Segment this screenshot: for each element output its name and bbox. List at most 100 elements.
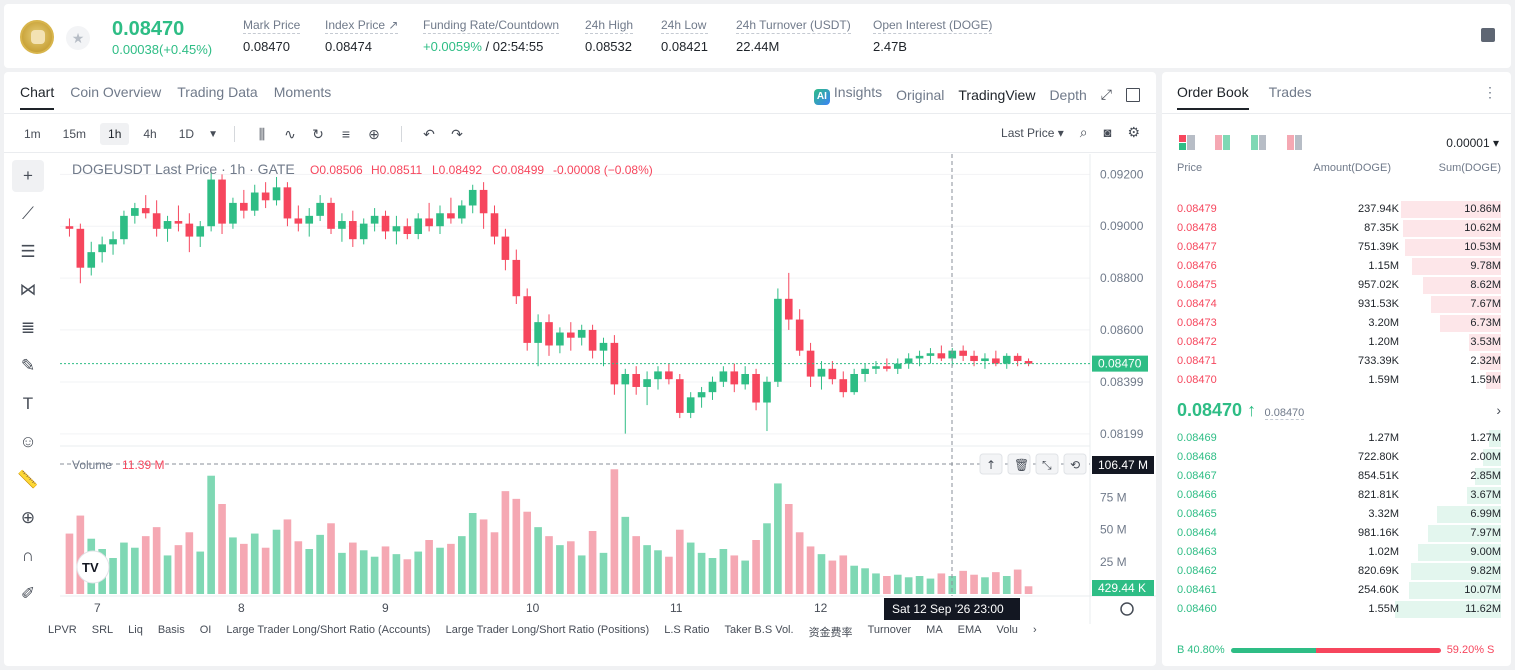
bid-row[interactable]: 0.08469 1.27M 1.27M	[1162, 429, 1511, 448]
indicator-liq[interactable]: Liq	[128, 624, 143, 636]
crosshair-action-icon: ⤡	[1042, 458, 1052, 472]
candlestick-chart[interactable]: 0.09200 0.09000 0.08800 0.08600 0.08399 0.081…	[60, 154, 1156, 624]
tab-original[interactable]: Original	[896, 86, 945, 103]
orderbook-sum: 7.97M	[1470, 527, 1501, 539]
indicator-volume[interactable]: Volu	[996, 624, 1018, 636]
emoji-tool-icon[interactable]: ☺	[19, 432, 37, 451]
stat-label[interactable]: Mark Price	[243, 18, 301, 34]
indicator-srl[interactable]: SRL	[91, 624, 114, 636]
bid-row[interactable]: 0.08463 1.02M 9.00M	[1162, 543, 1511, 562]
tab-trading-data[interactable]: Trading Data	[177, 84, 258, 100]
search-icon[interactable]: ⌕	[1079, 124, 1088, 140]
indicator-ls-ratio[interactable]: L.S Ratio	[664, 624, 710, 636]
orderbook-price: 0.08473	[1177, 317, 1217, 329]
tab-depth[interactable]: Depth	[1049, 86, 1087, 103]
indicator-lt-positions[interactable]: Large Trader Long/Short Ratio (Positions…	[445, 624, 650, 636]
stat-label[interactable]: Index Price ↗	[325, 18, 399, 34]
indicator-oi[interactable]: OI	[199, 624, 212, 636]
tab-trades[interactable]: Trades	[1268, 84, 1312, 100]
ask-row[interactable]: 0.08478 87.35K 10.62M	[1162, 219, 1511, 238]
brush-tool-icon[interactable]: ✎	[20, 356, 36, 375]
view-asks-icon[interactable]	[1287, 135, 1303, 151]
timeframe-15m[interactable]: 15m	[62, 127, 87, 141]
ask-row[interactable]: 0.08479 237.94K 10.86M	[1162, 200, 1511, 219]
zoom-in-tool-icon[interactable]: ⊕	[20, 508, 36, 527]
ask-row[interactable]: 0.08476 1.15M 9.78M	[1162, 257, 1511, 276]
tab-moments[interactable]: Moments	[273, 84, 332, 100]
mid-price-row[interactable]: 0.08470 ↑ 0.08470 ›	[1177, 400, 1501, 422]
stat-label[interactable]: Open Interest (DOGE)	[873, 18, 993, 34]
undo-icon[interactable]: ↶	[423, 125, 435, 142]
ask-row[interactable]: 0.08477 751.39K 10.53M	[1162, 238, 1511, 257]
redo-icon[interactable]: ↷	[451, 125, 463, 142]
ask-row[interactable]: 0.08472 1.20M 3.53M	[1162, 333, 1511, 352]
templates-icon[interactable]: ≡	[341, 126, 351, 142]
tab-coin-overview[interactable]: Coin Overview	[70, 84, 162, 100]
ask-row[interactable]: 0.08471 733.39K 2.32M	[1162, 352, 1511, 371]
price-type-select[interactable]: Last Price ▾	[1001, 125, 1064, 140]
pattern-tool-icon[interactable]: ⋈	[19, 280, 37, 299]
bid-row[interactable]: 0.08466 821.81K 3.67M	[1162, 486, 1511, 505]
indicator-funding-rate[interactable]: 资金费率	[808, 627, 853, 639]
indicator-lt-accounts[interactable]: Large Trader Long/Short Ratio (Accounts)	[226, 624, 431, 636]
bid-row[interactable]: 0.08461 254.60K 10.07M	[1162, 581, 1511, 600]
candle-body	[316, 202, 324, 216]
bid-row[interactable]: 0.08464 981.16K 7.97M	[1162, 524, 1511, 543]
volume-value: 11.39 M	[122, 458, 164, 472]
guide-book-icon[interactable]	[1481, 28, 1495, 42]
crosshair-tool-icon[interactable]: +	[12, 160, 44, 192]
indicator-ma[interactable]: MA	[926, 624, 943, 636]
indicator-turnover[interactable]: Turnover	[867, 624, 912, 636]
window-toggle-icon[interactable]	[1126, 87, 1140, 102]
expand-icon[interactable]: ⤢	[1100, 86, 1112, 102]
bid-row[interactable]: 0.08467 854.51K 2.85M	[1162, 467, 1511, 486]
tab-chart[interactable]: Chart	[20, 84, 55, 110]
tab-order-book[interactable]: Order Book	[1177, 84, 1249, 110]
tab-tradingview[interactable]: TradingView	[958, 86, 1036, 103]
bid-row[interactable]: 0.08460 1.55M 11.62M	[1162, 600, 1511, 619]
chart-view-tabs: AI Insights Original TradingView Depth ⤢	[813, 84, 1140, 105]
trend-line-tool-icon[interactable]: ⟋	[22, 204, 34, 223]
tab-insights[interactable]: AI Insights	[813, 84, 882, 105]
ask-row[interactable]: 0.08470 1.59M 1.59M	[1162, 371, 1511, 390]
pencil-tool-icon[interactable]: ✐	[20, 584, 36, 603]
view-asks-bids-icon[interactable]	[1215, 135, 1231, 151]
bid-row[interactable]: 0.08468 722.80K 2.00M	[1162, 448, 1511, 467]
ruler-tool-icon[interactable]: 📏	[17, 470, 39, 489]
ask-row[interactable]: 0.08474 931.53K 7.67M	[1162, 295, 1511, 314]
chevron-right-icon[interactable]: ›	[1032, 624, 1037, 636]
ask-row[interactable]: 0.08475 957.02K 8.62M	[1162, 276, 1511, 295]
replay-icon[interactable]: ↻	[312, 125, 324, 142]
text-tool-icon[interactable]: T	[22, 394, 34, 413]
bid-row[interactable]: 0.08462 820.69K 9.82M	[1162, 562, 1511, 581]
view-both-icon[interactable]	[1179, 135, 1195, 151]
stat-index-price: Index Price ↗ 0.08474	[325, 18, 399, 54]
timeframe-dropdown-icon[interactable]: ▼	[208, 128, 218, 140]
timeframe-4h[interactable]: 4h	[143, 127, 157, 141]
orderbook-amount: 254.60K	[1358, 584, 1399, 596]
fib-tool-icon[interactable]: ≣	[20, 318, 36, 337]
indicator-lpvr[interactable]: LPVR	[48, 624, 77, 636]
ask-row[interactable]: 0.08473 3.20M 6.73M	[1162, 314, 1511, 333]
view-bids-icon[interactable]	[1251, 135, 1267, 151]
add-alert-icon[interactable]: ⊕	[368, 125, 380, 142]
horizontal-lines-tool-icon[interactable]: ☰	[20, 242, 36, 261]
screenshot-icon[interactable]: ◙	[1103, 125, 1112, 140]
indicator-taker-vol[interactable]: Taker B.S Vol.	[724, 624, 794, 636]
settings-gear-icon[interactable]: ⚙	[1127, 124, 1140, 140]
timeframe-1h[interactable]: 1h	[100, 123, 130, 145]
precision-select[interactable]: 0.00001 ▾	[1446, 136, 1499, 150]
indicator-basis[interactable]: Basis	[157, 624, 185, 636]
stat-label[interactable]: Funding Rate/Countdown	[423, 18, 560, 34]
chevron-right-icon[interactable]: ›	[1496, 402, 1501, 418]
indicator-ema[interactable]: EMA	[957, 624, 982, 636]
candle-type-icon[interactable]: ⫼	[258, 125, 266, 142]
indicators-icon[interactable]: ∿	[284, 125, 296, 142]
volume-bar	[784, 504, 793, 594]
timeframe-1d[interactable]: 1D	[178, 127, 195, 141]
more-options-icon[interactable]: ⋮	[1483, 84, 1497, 100]
favorite-star-icon[interactable]: ★	[66, 26, 90, 50]
bid-row[interactable]: 0.08465 3.32M 6.99M	[1162, 505, 1511, 524]
timeframe-1m[interactable]: 1m	[24, 127, 41, 141]
magnet-tool-icon[interactable]: ∩	[21, 546, 35, 565]
